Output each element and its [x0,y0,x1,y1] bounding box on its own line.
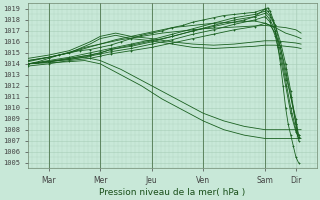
X-axis label: Pression niveau de la mer( hPa ): Pression niveau de la mer( hPa ) [99,188,245,197]
